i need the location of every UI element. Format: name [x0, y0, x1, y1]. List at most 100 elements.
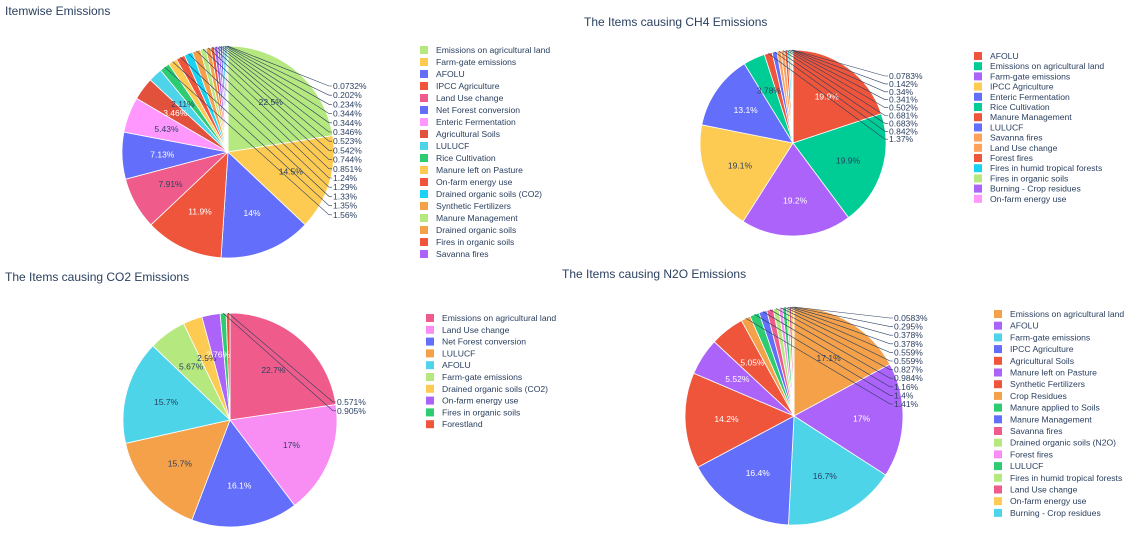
legend-item-label[interactable]: Manure Management [436, 213, 518, 223]
legend-item-label[interactable]: LULUCF [990, 122, 1023, 132]
legend-swatch[interactable] [994, 497, 1002, 506]
legend-item-label[interactable]: AFOLU [436, 69, 465, 79]
legend-swatch[interactable] [994, 403, 1002, 412]
legend-item-label[interactable]: Fires in humid tropical forests [1010, 473, 1122, 483]
legend-item-label[interactable]: Emissions on agricultural land [990, 61, 1104, 71]
legend-swatch[interactable] [426, 420, 434, 429]
pie-slice[interactable] [697, 415, 795, 526]
legend-item-label[interactable]: Rice Cultivation [990, 102, 1050, 112]
legend-item-label[interactable]: Fires in organic soils [990, 173, 1068, 183]
legend-swatch[interactable] [420, 82, 428, 90]
legend-item-label[interactable]: Net Forest conversion [436, 105, 520, 115]
pie-slice[interactable] [701, 63, 794, 144]
legend-item-label[interactable]: Drained organic soils (CO2) [442, 384, 548, 394]
legend-item-label[interactable]: On-farm energy use [436, 177, 513, 187]
pie-slice[interactable] [225, 312, 231, 421]
legend-swatch[interactable] [994, 473, 1002, 482]
legend-swatch[interactable] [420, 94, 428, 102]
legend-swatch[interactable] [420, 154, 428, 162]
legend-swatch[interactable] [426, 349, 434, 358]
legend-swatch[interactable] [426, 396, 434, 405]
legend-item-label[interactable]: Emissions on agricultural land [1010, 309, 1124, 319]
legend-item-label[interactable]: Savanna fires [436, 249, 489, 259]
legend-swatch[interactable] [974, 52, 982, 60]
legend-item-label[interactable]: Agricultural Soils [436, 129, 500, 139]
legend-item-label[interactable]: Farm-gate emissions [990, 71, 1070, 81]
pie-slice[interactable] [150, 151, 229, 259]
legend-swatch[interactable] [426, 373, 434, 381]
legend-item-label[interactable]: LULUCF [1010, 461, 1043, 471]
legend-item-label[interactable]: AFOLU [442, 360, 471, 370]
legend-swatch[interactable] [994, 345, 1002, 354]
legend-item-label[interactable]: IPCC Agriculture [436, 81, 500, 91]
legend-swatch[interactable] [994, 438, 1002, 447]
legend-swatch[interactable] [994, 508, 1002, 517]
legend-item-label[interactable]: Savanna fires [990, 133, 1043, 143]
legend-swatch[interactable] [420, 202, 428, 210]
legend-swatch[interactable] [420, 214, 428, 222]
legend-item-label[interactable]: Manure left on Pasture [436, 165, 523, 175]
pie-slice[interactable] [699, 124, 794, 222]
pie-slice[interactable] [227, 135, 335, 226]
legend-swatch[interactable] [420, 46, 428, 54]
legend-swatch[interactable] [974, 72, 982, 81]
legend-swatch[interactable] [426, 361, 434, 370]
legend-swatch[interactable] [420, 118, 428, 126]
legend-swatch[interactable] [420, 190, 428, 198]
legend-item-label[interactable]: Land Use change [436, 93, 504, 103]
legend-item-label[interactable]: Savanna fires [1010, 426, 1063, 436]
legend-item-label[interactable]: IPCC Agriculture [1010, 344, 1074, 354]
legend-item-label[interactable]: LULUCF [442, 348, 475, 358]
legend-swatch[interactable] [994, 333, 1002, 342]
legend-swatch[interactable] [426, 408, 434, 417]
legend-swatch[interactable] [974, 62, 982, 71]
legend-swatch[interactable] [974, 123, 982, 132]
legend-item-label[interactable]: Fires in humid tropical forests [990, 163, 1102, 173]
legend-item-label[interactable]: AFOLU [990, 51, 1019, 61]
legend-swatch[interactable] [420, 238, 428, 246]
legend-item-label[interactable]: Burning - Crop residues [1010, 508, 1101, 518]
legend-item-label[interactable]: Fires in organic soils [442, 407, 520, 417]
legend-swatch[interactable] [974, 164, 982, 173]
legend-swatch[interactable] [426, 314, 434, 322]
pie-slice[interactable] [125, 419, 231, 521]
legend-swatch[interactable] [420, 142, 428, 150]
legend-item-label[interactable]: Land Use change [442, 325, 510, 335]
legend-item-label[interactable]: Forest fires [990, 153, 1033, 163]
pie-slice[interactable] [742, 142, 850, 237]
legend-swatch[interactable] [994, 380, 1002, 389]
legend-swatch[interactable] [974, 194, 982, 203]
legend-item-label[interactable]: Agricultural Soils [1010, 356, 1074, 366]
legend-item-label[interactable]: Synthetic Fertilizers [436, 201, 511, 211]
legend-swatch[interactable] [994, 310, 1002, 318]
legend-item-label[interactable]: Synthetic Fertilizers [1010, 379, 1085, 389]
legend-swatch[interactable] [994, 368, 1002, 377]
legend-item-label[interactable]: Drained organic soils (N2O) [1010, 438, 1116, 448]
legend-swatch[interactable] [420, 226, 428, 234]
legend-item-label[interactable]: LULUCF [436, 141, 469, 151]
legend-swatch[interactable] [426, 337, 434, 346]
legend-swatch[interactable] [420, 70, 428, 78]
legend-item-label[interactable]: Land Use change [1010, 485, 1078, 495]
legend-swatch[interactable] [974, 92, 982, 101]
legend-item-label[interactable]: Net Forest conversion [442, 337, 526, 347]
legend-item-label[interactable]: Manure left on Pasture [1010, 368, 1097, 378]
legend-item-label[interactable]: Farm-gate emissions [436, 57, 516, 67]
legend-swatch[interactable] [974, 103, 982, 111]
legend-item-label[interactable]: Drained organic soils [436, 225, 516, 235]
legend-item-label[interactable]: Farm-gate emissions [1010, 332, 1090, 342]
pie-slice[interactable] [191, 419, 296, 528]
legend-swatch[interactable] [974, 143, 982, 152]
pie-slice[interactable] [792, 49, 882, 144]
legend-item-label[interactable]: Farm-gate emissions [442, 372, 522, 382]
legend-swatch[interactable] [974, 154, 982, 162]
legend-swatch[interactable] [974, 174, 982, 183]
legend-item-label[interactable]: Drained organic soils (CO2) [436, 189, 542, 199]
legend-swatch[interactable] [994, 427, 1002, 435]
legend-swatch[interactable] [994, 485, 1002, 494]
legend-swatch[interactable] [994, 391, 1002, 400]
legend-swatch[interactable] [974, 133, 982, 142]
legend-swatch[interactable] [420, 58, 428, 66]
pie-slice[interactable] [122, 345, 231, 444]
pie-slice[interactable] [227, 45, 334, 153]
